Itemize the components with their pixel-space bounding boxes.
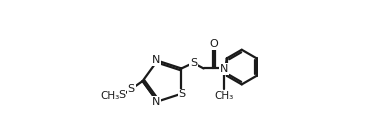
Text: S: S	[190, 58, 197, 68]
Text: N: N	[220, 64, 228, 74]
Text: S: S	[178, 89, 186, 99]
Text: CH₃: CH₃	[214, 91, 234, 101]
Text: N: N	[152, 97, 160, 107]
Text: S: S	[118, 90, 125, 100]
Text: O: O	[209, 39, 218, 49]
Text: S: S	[128, 84, 135, 94]
Text: N: N	[152, 55, 160, 65]
Text: CH₃: CH₃	[101, 91, 120, 101]
